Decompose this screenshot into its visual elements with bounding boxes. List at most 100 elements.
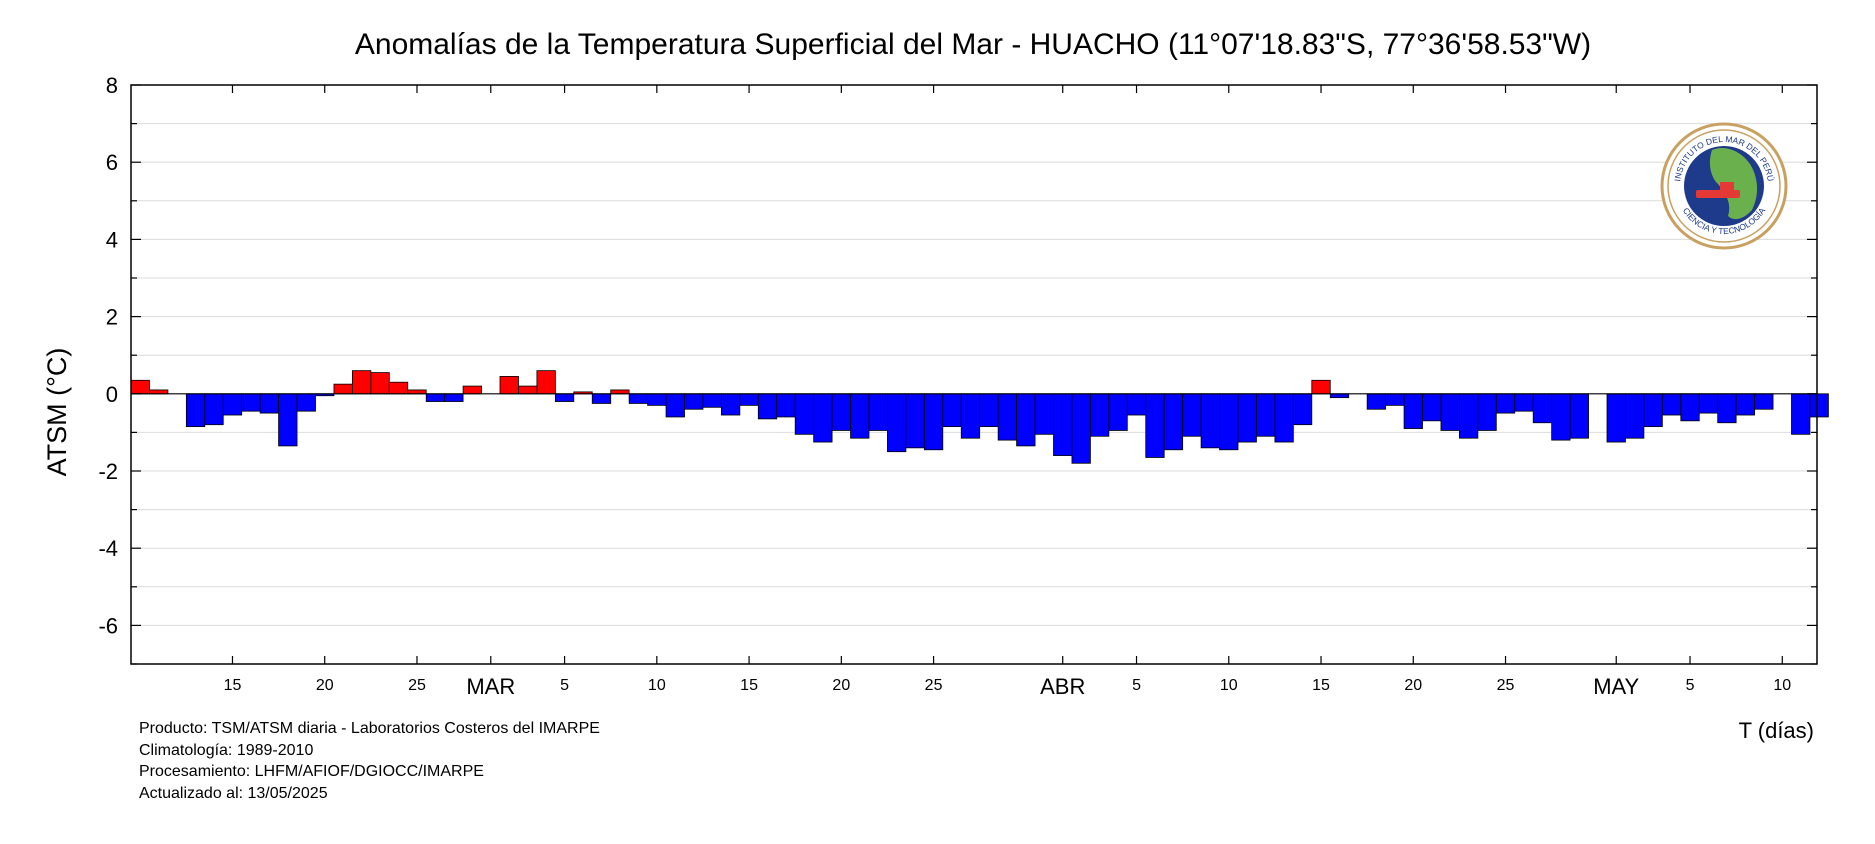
anomaly-bar [1053,393,1073,456]
month-label: ABR [1040,674,1085,699]
x-tick-label: 10 [1773,677,1791,694]
anomaly-bar [425,393,446,402]
anomaly-bar [960,393,981,439]
anomaly-bar [757,393,778,420]
y-tick-label: 8 [106,73,118,98]
anomaly-bar [259,393,279,414]
anomaly-bar [1606,393,1626,443]
anomaly-bar [278,393,298,447]
anomaly-bar [204,393,224,426]
anomaly-bar [1163,393,1184,451]
anomaly-bar [1256,393,1276,437]
anomaly-bar [462,385,482,395]
anomaly-bar [776,393,796,418]
anomaly-bar [554,393,575,402]
y-axis-label: ATSM (°C) [42,348,72,477]
anomaly-bar [1016,393,1036,447]
anomaly-bar [1440,393,1460,431]
anomaly-bar [333,383,353,395]
x-tick-label: 20 [316,677,334,694]
anomaly-bar [628,393,649,404]
anomaly-bar [518,385,538,395]
x-tick-label: 25 [408,677,426,694]
anomaly-bar [1477,393,1497,431]
anomaly-bar [1274,393,1294,443]
anomaly-bar [1237,393,1257,443]
anomaly-bar [1090,393,1110,437]
anomaly-bar [1698,393,1719,414]
anomaly-bar [1514,393,1534,412]
anomaly-bar [536,370,556,395]
imarpe-logo: INSTITUTO DEL MAR DEL PERÚ CIENCIA Y TEC… [1660,122,1788,250]
footer-climatology: Climatología: 1989-2010 [139,741,314,759]
y-tick-label: 4 [106,227,118,252]
anomaly-bar [1034,393,1054,435]
anomaly-bar [647,393,667,406]
anomaly-bar [1532,393,1553,424]
x-tick-label: 25 [1497,677,1515,694]
anomaly-bar [1071,393,1091,464]
anomaly-bar [185,393,206,428]
anomaly-bar [499,376,519,395]
x-tick-label: 15 [224,677,242,694]
y-tick-label: -2 [98,459,118,484]
y-tick-label: 2 [106,305,118,330]
anomaly-bar [794,393,815,435]
anomaly-bar [1791,393,1811,435]
anomaly-bar [850,393,870,439]
x-tick-label: 20 [832,677,850,694]
anomaly-bar [1625,393,1645,439]
month-label: MAR [466,674,515,699]
anomaly-bar [868,393,888,431]
x-axis-label: T (días) [1739,718,1814,743]
y-tick-label: 0 [106,382,118,407]
anomaly-bar [1643,393,1663,428]
anomaly-bar [1495,393,1516,414]
anomaly-bar [997,393,1018,441]
anomaly-bar [923,393,944,451]
anomaly-bar [351,370,372,395]
anomaly-bar [296,393,316,412]
anomaly-bar [370,372,390,395]
anomaly-bar [1459,393,1479,439]
x-tick-label: 10 [1220,677,1238,694]
footer-notes: Producto: TSM/ATSM diaria - Laboratorios… [139,718,600,804]
anomaly-bar [942,393,962,428]
anomaly-bar [1809,393,1829,418]
anomaly-bar [1292,393,1313,426]
x-tick-label: 5 [1686,677,1695,694]
month-label: MAY [1593,674,1639,699]
anomaly-bar [1311,379,1331,395]
anomaly-bar [1219,393,1239,451]
anomaly-bar [887,393,907,453]
anomaly-bar [1661,393,1682,416]
anomaly-bar [979,393,999,428]
anomaly-bar [905,393,925,449]
anomaly-bar [813,393,833,443]
y-tick-label: 6 [106,150,118,175]
x-tick-label: 25 [925,677,943,694]
footer-product: Producto: TSM/ATSM diaria - Laboratorios… [139,720,600,737]
anomaly-bar [1735,393,1756,416]
anomaly-bar [591,393,612,404]
x-tick-label: 20 [1404,677,1422,694]
anomaly-bar [1754,393,1774,410]
imarpe-seal-icon: INSTITUTO DEL MAR DEL PERÚ CIENCIA Y TEC… [1660,122,1788,250]
anomaly-bar [388,381,409,395]
x-tick-label: 5 [560,677,569,694]
bars-layer [130,370,1829,464]
x-tick-label: 10 [648,677,666,694]
anomaly-bar [1366,393,1387,410]
anomaly-bar [684,393,704,410]
y-tick-label: -6 [98,613,118,638]
anomaly-bar [241,393,261,412]
anomaly-bar [1403,393,1423,429]
anomaly-bar [1551,393,1571,441]
x-tick-label: 15 [740,677,758,694]
anomaly-bar [1145,393,1165,458]
x-tick-label: 15 [1312,677,1330,694]
anomaly-bar [831,393,851,431]
anomaly-bar [444,393,464,402]
